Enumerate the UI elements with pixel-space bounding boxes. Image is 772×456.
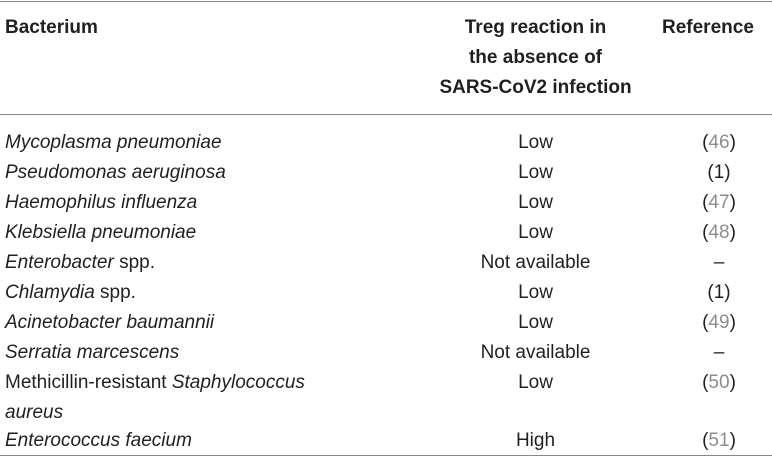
bacterium-italic: Haemophilus influenza (5, 192, 198, 213)
bacterium-name: Chlamydia spp. (5, 278, 375, 308)
bacterium-italic: Pseudomonas aeruginosa (5, 162, 226, 183)
reference-link[interactable]: 46 (708, 132, 730, 153)
bacterium-suffix: spp. (94, 282, 136, 303)
top-rule (0, 1, 772, 2)
bacterium-name: Klebsiella pneumoniae (5, 218, 375, 248)
bacterium-line2: aureus (5, 398, 375, 428)
bacterium-italic: Enterobacter (5, 252, 114, 273)
reference-cell: (1) (707, 162, 731, 183)
reference-link[interactable]: 51 (708, 430, 730, 451)
reference-link[interactable]: 1 (713, 282, 725, 303)
header-bacterium: Bacterium (5, 17, 98, 38)
bacterium-italic: Serratia marcescens (5, 342, 180, 363)
reference-cell: (48) (702, 222, 736, 243)
treg-value: Not available (480, 252, 591, 273)
bacterium-name: Methicillin-resistant Staphylococcus aur… (5, 368, 375, 428)
header-treg-reaction: Treg reaction in the absence of SARS-CoV… (395, 13, 676, 103)
treg-value: Low (518, 222, 553, 243)
reference-link[interactable]: 48 (708, 222, 730, 243)
reference-cell: – (713, 342, 725, 363)
reference-cell: (46) (702, 132, 736, 153)
bacterium-italic: Staphylococcus (171, 372, 305, 393)
reference-link[interactable]: 50 (708, 372, 730, 393)
reference-cell: (50) (702, 372, 736, 393)
bacterium-italic: Enterococcus faecium (5, 430, 192, 451)
reference-cell: (1) (707, 282, 731, 303)
reference-link[interactable]: 47 (708, 192, 730, 213)
bacterium-name: Pseudomonas aeruginosa (5, 158, 375, 188)
reference-link[interactable]: 1 (713, 162, 725, 183)
header-treg-line2: the absence of (468, 47, 603, 68)
treg-value: Low (518, 312, 553, 333)
header-rule (0, 114, 772, 115)
bacterium-name: Enterococcus faecium (5, 426, 375, 456)
bacterium-line1: Methicillin-resistant Staphylococcus (5, 368, 375, 398)
bacterium-name: Acinetobacter baumannii (5, 308, 375, 338)
header-treg-line1: Treg reaction in (464, 17, 607, 38)
treg-value: Low (518, 282, 553, 303)
bacterium-italic: Mycoplasma pneumoniae (5, 132, 222, 153)
treg-value: Low (518, 192, 553, 213)
reference-cell: (49) (702, 312, 736, 333)
bacterium-name: Mycoplasma pneumoniae (5, 128, 375, 158)
bacterium-prefix: Methicillin-resistant (5, 372, 172, 393)
reference-cell: (47) (702, 192, 736, 213)
reference-cell: – (713, 252, 725, 273)
treg-value: Low (518, 372, 553, 393)
header-treg-line3: SARS-CoV2 infection (439, 77, 632, 98)
bacterium-italic: Acinetobacter baumannii (5, 312, 215, 333)
treg-value: Low (518, 132, 553, 153)
reference-cell: (51) (702, 430, 736, 451)
header-reference: Reference (662, 17, 754, 38)
treg-value: Low (518, 162, 553, 183)
bacterium-italic: Klebsiella pneumoniae (5, 222, 197, 243)
reference-link[interactable]: 49 (708, 312, 730, 333)
bacterium-italic: Chlamydia (5, 282, 95, 303)
bacterium-name: Haemophilus influenza (5, 188, 375, 218)
bacterium-suffix: spp. (113, 252, 155, 273)
bacterium-italic-line2: aureus (5, 402, 64, 423)
treg-value: High (515, 430, 556, 451)
bacterium-name: Serratia marcescens (5, 338, 375, 368)
bacterium-name: Enterobacter spp. (5, 248, 375, 278)
treg-value: Not available (480, 342, 591, 363)
